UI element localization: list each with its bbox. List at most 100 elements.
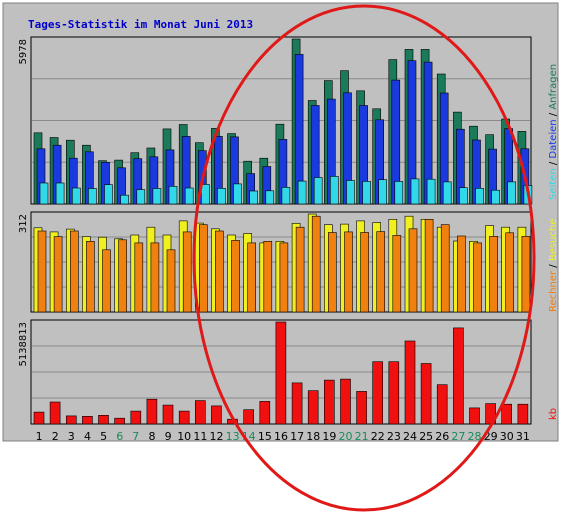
legend-anfragen: Anfragen — [548, 64, 559, 110]
bar-rechner-day-24 — [408, 228, 418, 313]
y-max-label: 312 — [18, 214, 29, 233]
x-tick-label: 20 — [339, 430, 353, 443]
bar-rechner-day-18 — [311, 215, 321, 313]
bar-seiten-day-16 — [281, 187, 291, 205]
bar-rechner-day-9 — [166, 249, 176, 313]
bar-kb-day-15 — [259, 401, 271, 425]
bar-kb-day-28 — [469, 407, 480, 425]
bar-kb-day-19 — [323, 379, 335, 425]
bar-kb-day-21 — [356, 391, 367, 425]
y-max-label: 5138813 — [18, 322, 29, 367]
bar-seiten-day-25 — [426, 178, 436, 205]
bar-rechner-day-26 — [440, 224, 450, 313]
bar-rechner-day-15 — [263, 241, 273, 313]
x-tick-label: 15 — [258, 430, 272, 443]
legend: Seiten / Dateien / Anfragen — [548, 64, 559, 200]
bar-rechner-day-23 — [392, 235, 402, 313]
bar-seiten-day-23 — [394, 181, 404, 205]
bar-rechner-day-7 — [134, 242, 144, 313]
x-tick-label: 9 — [165, 430, 172, 443]
bar-seiten-day-1 — [39, 182, 49, 205]
bar-seiten-day-24 — [410, 178, 420, 205]
bar-seiten-day-27 — [459, 187, 468, 205]
bar-seiten-day-5 — [104, 184, 113, 205]
bar-rechner-day-27 — [457, 235, 466, 313]
bar-rechner-day-14 — [247, 242, 256, 313]
legend-dateien: Dateien — [548, 119, 559, 158]
bar-rechner-day-30 — [505, 232, 515, 313]
bar-kb-day-5 — [98, 414, 109, 425]
legend-rechner: Rechner — [548, 270, 559, 312]
bar-rechner-day-21 — [360, 232, 369, 313]
bar-seiten-day-17 — [297, 180, 307, 205]
bar-seiten-day-18 — [313, 177, 323, 205]
bar-kb-day-30 — [501, 403, 513, 425]
x-tick-label: 26 — [435, 430, 449, 443]
bar-seiten-day-4 — [88, 188, 97, 205]
bar-kb-day-18 — [307, 390, 319, 425]
bar-seiten-day-14 — [249, 190, 258, 205]
bar-kb-day-6 — [114, 417, 125, 425]
bar-seiten-day-6 — [120, 194, 129, 205]
bar-kb-day-14 — [243, 409, 254, 425]
bar-rechner-day-6 — [118, 239, 127, 313]
bar-rechner-day-13 — [231, 240, 240, 313]
bar-rechner-day-20 — [344, 231, 353, 313]
bar-kb-day-8 — [146, 398, 158, 425]
x-tick-label: 2 — [52, 430, 59, 443]
chart-title: Tages-Statistik im Monat Juni 2013 — [28, 18, 253, 31]
bar-seiten-day-29 — [491, 189, 500, 205]
x-tick-label: 31 — [516, 430, 530, 443]
bar-rechner-day-29 — [489, 236, 498, 313]
bar-seiten-day-12 — [217, 188, 226, 205]
x-tick-label: 12 — [210, 430, 224, 443]
x-tick-label: 22 — [371, 430, 385, 443]
bar-seiten-day-10 — [184, 187, 194, 205]
bar-seiten-day-2 — [55, 182, 65, 205]
legend-kb: kb — [548, 408, 559, 420]
x-tick-label: 1 — [36, 430, 43, 443]
legend-seiten: Seiten — [548, 168, 559, 200]
bar-rechner-day-31 — [521, 236, 531, 313]
bar-kb-day-12 — [211, 405, 222, 425]
bar-kb-day-31 — [517, 403, 529, 425]
bar-kb-day-20 — [340, 378, 351, 425]
bar-rechner-day-10 — [182, 231, 192, 313]
x-tick-label: 21 — [355, 430, 369, 443]
legend-separator: / — [548, 110, 559, 120]
bar-rechner-day-28 — [473, 242, 482, 313]
x-tick-label: 17 — [290, 430, 304, 443]
legend: Rechner / Besuche — [548, 219, 559, 312]
x-tick-label: 16 — [274, 430, 288, 443]
x-tick-label: 3 — [68, 430, 75, 443]
bar-rechner-day-25 — [424, 219, 434, 313]
legend: kb — [548, 408, 559, 420]
x-tick-label: 25 — [419, 430, 433, 443]
highlight-ellipse — [192, 4, 536, 512]
bar-kb-day-2 — [49, 401, 61, 425]
x-tick-label: 23 — [387, 430, 401, 443]
legend-besuche: Besuche — [548, 219, 559, 262]
bar-kb-day-16 — [275, 321, 287, 425]
bar-rechner-day-4 — [86, 241, 95, 313]
bar-rechner-day-1 — [37, 230, 47, 313]
bar-rechner-day-11 — [199, 224, 208, 313]
x-tick-label: 18 — [306, 430, 320, 443]
bar-seiten-day-9 — [168, 186, 178, 205]
x-tick-label: 7 — [132, 430, 139, 443]
x-tick-label: 6 — [116, 430, 123, 443]
bar-rechner-day-22 — [376, 231, 386, 313]
x-tick-label: 10 — [177, 430, 191, 443]
x-tick-label: 27 — [451, 430, 465, 443]
bar-seiten-day-20 — [346, 180, 355, 205]
bar-rechner-day-3 — [70, 230, 79, 313]
legend-separator: / — [548, 261, 559, 271]
bar-seiten-day-3 — [72, 187, 81, 205]
x-tick-label: 19 — [322, 430, 336, 443]
bar-rechner-day-19 — [327, 232, 337, 313]
bar-kb-day-7 — [130, 410, 142, 425]
bar-kb-day-17 — [291, 382, 303, 425]
bar-seiten-day-13 — [233, 183, 242, 205]
bar-seiten-day-21 — [362, 181, 371, 205]
bar-seiten-day-19 — [329, 176, 339, 205]
